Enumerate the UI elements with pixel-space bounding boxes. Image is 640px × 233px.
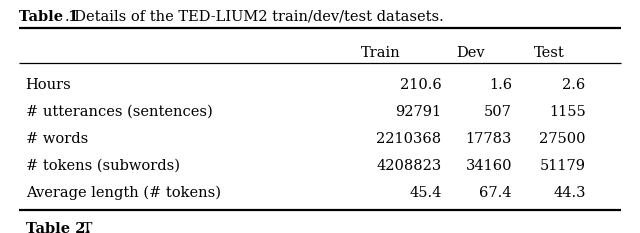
Text: # words: # words	[26, 132, 88, 146]
Text: 27500: 27500	[539, 132, 586, 146]
Text: Average length (# tokens): Average length (# tokens)	[26, 186, 221, 200]
Text: # tokens (subwords): # tokens (subwords)	[26, 159, 180, 173]
Text: 51179: 51179	[540, 159, 586, 173]
Text: 92791: 92791	[396, 105, 442, 119]
Text: 1155: 1155	[549, 105, 586, 119]
Text: Test: Test	[534, 46, 564, 60]
Text: 34160: 34160	[465, 159, 512, 173]
Text: 4208823: 4208823	[376, 159, 442, 173]
Text: 210.6: 210.6	[400, 78, 442, 92]
Text: 17783: 17783	[466, 132, 512, 146]
Text: # utterances (sentences): # utterances (sentences)	[26, 105, 212, 119]
Text: 1.6: 1.6	[489, 78, 512, 92]
Text: 67.4: 67.4	[479, 186, 512, 200]
Text: 2210368: 2210368	[376, 132, 442, 146]
Text: Hours: Hours	[26, 78, 71, 92]
Text: 2.6: 2.6	[563, 78, 586, 92]
Text: Dev: Dev	[456, 46, 484, 60]
Text: 507: 507	[484, 105, 512, 119]
Text: T: T	[77, 222, 92, 233]
Text: Table 2.: Table 2.	[26, 222, 90, 233]
Text: Train: Train	[361, 46, 401, 60]
Text: 44.3: 44.3	[553, 186, 586, 200]
Text: Table 1: Table 1	[19, 10, 79, 24]
Text: 45.4: 45.4	[409, 186, 442, 200]
Text: . Details of the TED-LIUM2 train/dev/test datasets.: . Details of the TED-LIUM2 train/dev/tes…	[65, 10, 444, 24]
